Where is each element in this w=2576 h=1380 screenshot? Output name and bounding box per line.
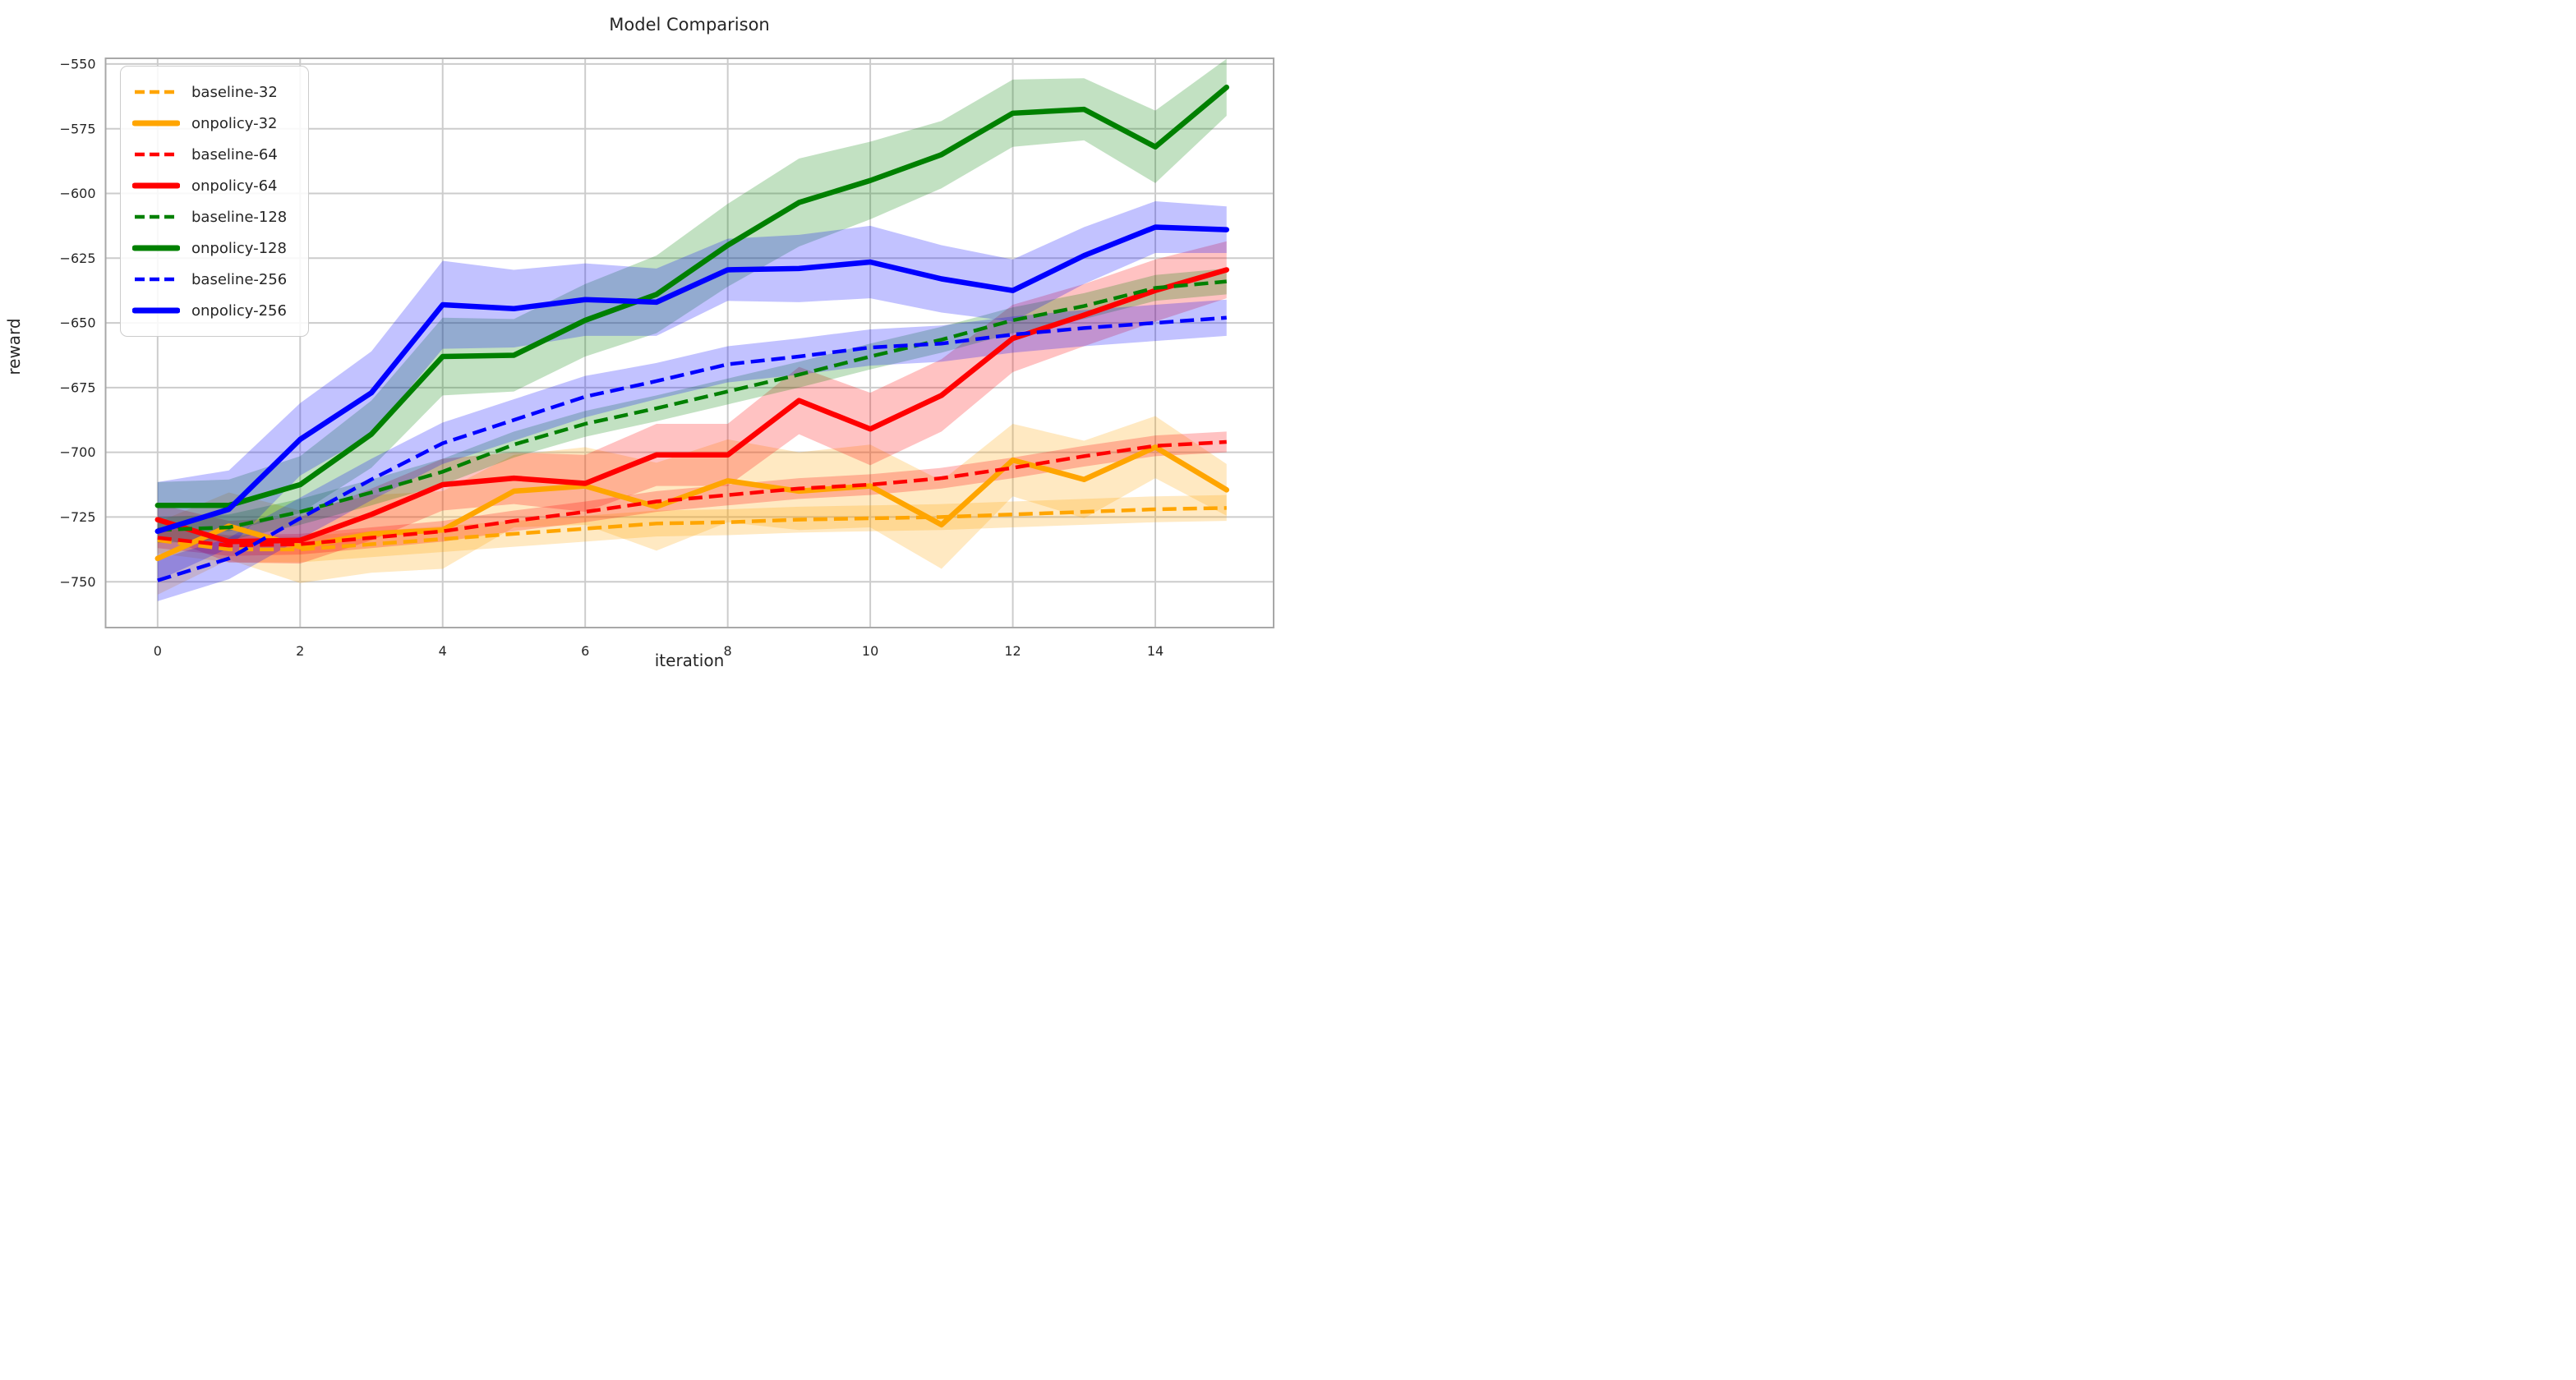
y-tick-label: −675 bbox=[60, 380, 96, 395]
x-tick-label: 4 bbox=[439, 643, 447, 659]
figure: 0 2 4 6 8 10 12 14 −550 −575 −600 −625 −650 −675 −700 −… bbox=[0, 0, 1288, 690]
y-tick-label: −650 bbox=[60, 315, 96, 331]
x-tick-label: 2 bbox=[296, 643, 304, 659]
band-baseline-256 bbox=[157, 299, 1227, 601]
legend-line-sample-icon bbox=[135, 277, 177, 282]
y-tick-label: −575 bbox=[60, 121, 96, 136]
band-onpolicy-64 bbox=[157, 241, 1227, 564]
legend-label: onpolicy-64 bbox=[191, 177, 278, 195]
line-onpolicy-64 bbox=[154, 267, 1230, 545]
legend-line-sample-icon bbox=[132, 245, 180, 251]
legend-line-sample-icon bbox=[135, 152, 177, 157]
legend-label: baseline-32 bbox=[191, 83, 278, 101]
chart-title: Model Comparison bbox=[609, 15, 770, 34]
line-baseline-32 bbox=[157, 506, 1227, 552]
legend-item-baseline-32: baseline-32 bbox=[132, 76, 287, 108]
legend-item-onpolicy-32: onpolicy-32 bbox=[132, 108, 287, 139]
legend-item-onpolicy-64: onpolicy-64 bbox=[132, 170, 287, 201]
y-tick-label: −550 bbox=[60, 57, 96, 72]
legend-item-onpolicy-256: onpolicy-256 bbox=[132, 295, 287, 326]
x-tick-label: 0 bbox=[154, 643, 162, 659]
band-baseline-128 bbox=[157, 268, 1227, 543]
legend-item-onpolicy-128: onpolicy-128 bbox=[132, 232, 287, 264]
x-tick-label: 10 bbox=[862, 643, 878, 659]
chart-canvas: 0 2 4 6 8 10 12 14 −550 −575 −600 −625 −650 −675 −700 −… bbox=[60, 57, 1274, 659]
legend-line-sample-icon bbox=[132, 307, 180, 314]
legend-label: onpolicy-32 bbox=[191, 114, 278, 132]
axes-spines bbox=[104, 58, 1274, 628]
legend-line-sample-icon bbox=[135, 90, 177, 94]
x-axis-label: iteration bbox=[654, 651, 725, 670]
x-tick-label: 8 bbox=[724, 643, 732, 659]
line-baseline-256 bbox=[157, 315, 1227, 582]
band-onpolicy-256 bbox=[157, 200, 1227, 581]
legend-line-sample-icon bbox=[135, 214, 177, 219]
line-onpolicy-128 bbox=[154, 85, 1230, 508]
x-tick-label: 12 bbox=[1004, 643, 1021, 659]
legend-line-sample-icon bbox=[132, 182, 180, 189]
legend: baseline-32 onpolicy-32 baseline-64 onpolic… bbox=[120, 66, 310, 337]
y-tick-label: −725 bbox=[60, 509, 96, 525]
lines-group bbox=[154, 85, 1230, 582]
legend-label: onpolicy-256 bbox=[191, 301, 287, 320]
y-tick-label: −600 bbox=[60, 186, 96, 201]
legend-item-baseline-128: baseline-128 bbox=[132, 201, 287, 232]
legend-item-baseline-256: baseline-256 bbox=[132, 264, 287, 295]
y-tick-label: −700 bbox=[60, 444, 96, 460]
legend-line-sample-icon bbox=[132, 120, 180, 126]
line-baseline-64 bbox=[157, 439, 1227, 548]
legend-label: baseline-64 bbox=[191, 145, 278, 163]
line-onpolicy-256 bbox=[154, 224, 1230, 535]
bands-group bbox=[157, 58, 1227, 601]
y-tick-label: −750 bbox=[60, 574, 96, 590]
y-tick-label: −625 bbox=[60, 251, 96, 266]
legend-label: baseline-256 bbox=[191, 270, 288, 288]
band-onpolicy-32 bbox=[157, 416, 1227, 595]
band-onpolicy-128 bbox=[157, 58, 1227, 531]
legend-label: baseline-128 bbox=[191, 208, 288, 226]
x-tick-label: 14 bbox=[1147, 643, 1164, 659]
legend-label: onpolicy-128 bbox=[191, 239, 287, 257]
y-axis-label: reward bbox=[4, 318, 24, 375]
line-onpolicy-32 bbox=[154, 444, 1230, 562]
legend-item-baseline-64: baseline-64 bbox=[132, 139, 287, 170]
x-tick-label: 6 bbox=[581, 643, 589, 659]
